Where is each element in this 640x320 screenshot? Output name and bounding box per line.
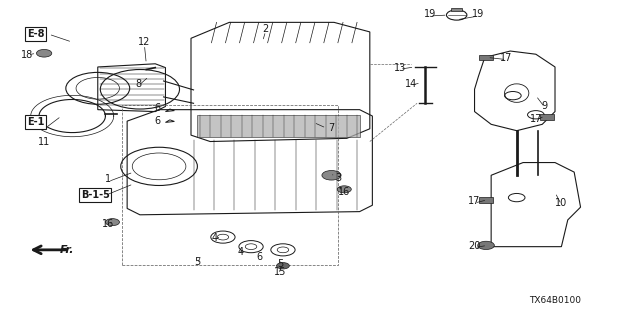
Text: 5: 5 (277, 259, 284, 268)
Text: 8: 8 (135, 78, 141, 89)
Text: 6: 6 (256, 252, 262, 262)
Text: E-1: E-1 (27, 117, 45, 127)
Text: 3: 3 (335, 172, 341, 182)
Polygon shape (197, 115, 360, 137)
Polygon shape (540, 114, 554, 120)
Text: 18: 18 (21, 50, 34, 60)
Text: 14: 14 (404, 78, 417, 89)
Text: 10: 10 (556, 198, 568, 208)
Text: 15: 15 (274, 267, 287, 277)
Circle shape (106, 219, 120, 226)
Text: 20: 20 (468, 241, 481, 251)
Text: 16: 16 (102, 219, 114, 229)
Text: 4: 4 (237, 247, 243, 257)
Circle shape (477, 241, 494, 250)
Text: 12: 12 (138, 37, 150, 47)
Text: Fr.: Fr. (60, 245, 74, 255)
Circle shape (322, 171, 341, 180)
Circle shape (36, 50, 52, 57)
Text: 16: 16 (338, 187, 350, 197)
Text: 17: 17 (468, 196, 481, 206)
Polygon shape (479, 54, 493, 60)
Polygon shape (479, 197, 493, 203)
Text: 7: 7 (328, 123, 335, 133)
Text: 19: 19 (472, 9, 484, 19)
Text: 5: 5 (195, 257, 200, 267)
Polygon shape (451, 8, 463, 11)
Text: 19: 19 (424, 9, 436, 19)
Circle shape (337, 186, 351, 193)
Text: 2: 2 (262, 24, 269, 34)
Text: E-8: E-8 (27, 29, 45, 39)
Text: 11: 11 (38, 138, 51, 148)
Text: 17: 17 (530, 114, 542, 124)
Text: 17: 17 (500, 53, 513, 63)
Text: 4: 4 (212, 233, 218, 243)
Text: 6: 6 (154, 103, 160, 113)
Circle shape (276, 263, 289, 269)
Text: 13: 13 (394, 63, 406, 73)
Text: TX64B0100: TX64B0100 (529, 296, 581, 305)
Text: 9: 9 (541, 101, 548, 111)
Text: 6: 6 (154, 116, 160, 126)
Text: B-1-5: B-1-5 (81, 190, 109, 200)
Text: 1: 1 (105, 174, 111, 184)
